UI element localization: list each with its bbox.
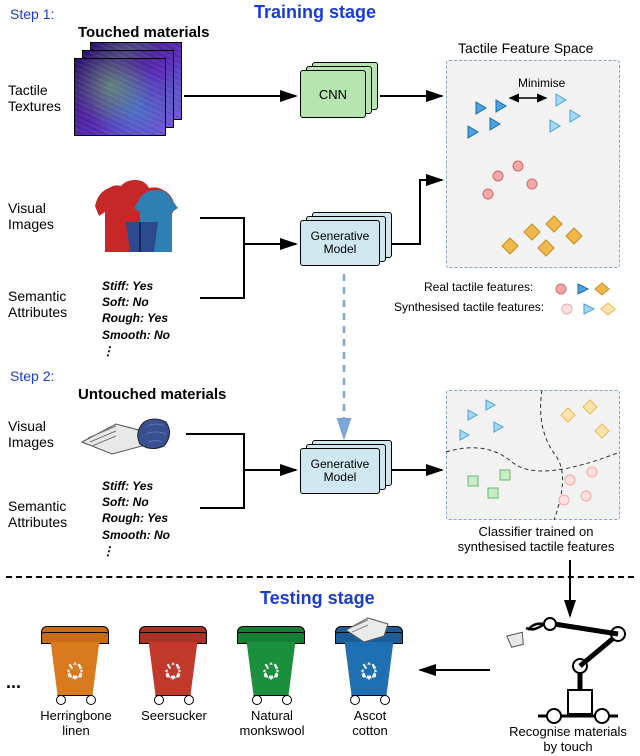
sample-into-bin-icon bbox=[342, 614, 392, 644]
bin-label-1: Seersucker bbox=[124, 708, 224, 723]
bin-0 bbox=[36, 620, 116, 710]
bin-2 bbox=[232, 620, 312, 710]
robot-arm-icon bbox=[498, 616, 638, 724]
robot-caption: Recognise materials by touch bbox=[498, 724, 638, 754]
testing-stage-title: Testing stage bbox=[260, 588, 375, 609]
dots: ... bbox=[6, 672, 21, 693]
bin-label-2: Natural monkswool bbox=[222, 708, 322, 738]
bin-label-3: Ascot cotton bbox=[320, 708, 420, 738]
stage-separator bbox=[6, 576, 634, 578]
bin-1 bbox=[134, 620, 214, 710]
bin-label-0: Herringbone linen bbox=[26, 708, 126, 738]
